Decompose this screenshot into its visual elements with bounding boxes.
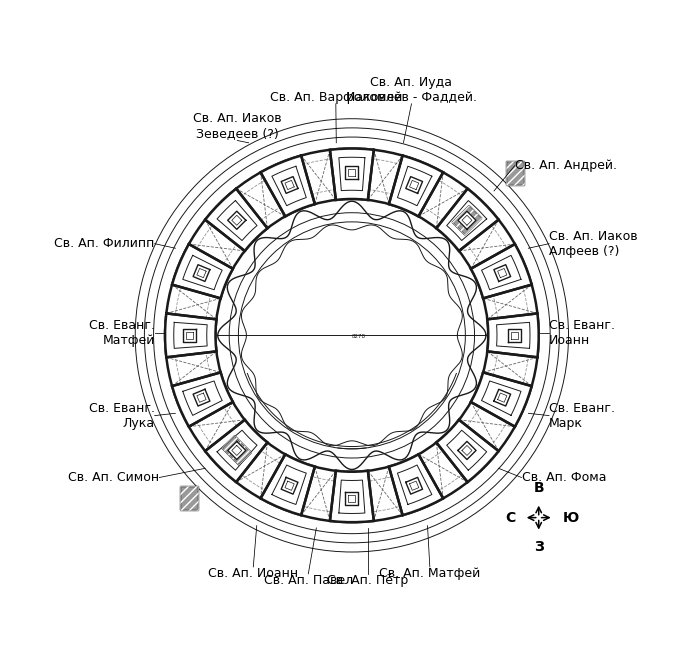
Polygon shape bbox=[471, 244, 532, 298]
Polygon shape bbox=[410, 180, 419, 189]
Polygon shape bbox=[471, 373, 532, 426]
Text: 8278: 8278 bbox=[351, 334, 365, 339]
Text: З: З bbox=[534, 540, 544, 554]
Polygon shape bbox=[498, 269, 507, 278]
Polygon shape bbox=[285, 481, 294, 491]
Polygon shape bbox=[494, 389, 510, 406]
Polygon shape bbox=[183, 329, 195, 342]
Polygon shape bbox=[281, 477, 298, 494]
Text: Св. Ап. Варфоломей: Св. Ап. Варфоломей bbox=[270, 91, 402, 104]
Text: Св. Ап. Матфей: Св. Ап. Матфей bbox=[379, 567, 480, 580]
Polygon shape bbox=[458, 441, 476, 460]
Polygon shape bbox=[197, 269, 206, 278]
Polygon shape bbox=[346, 492, 358, 504]
Text: С: С bbox=[505, 511, 515, 525]
Polygon shape bbox=[330, 471, 374, 522]
Polygon shape bbox=[462, 445, 472, 455]
Text: Св. Ап. Иуда
Иаковлев - Фаддей.: Св. Ап. Иуда Иаковлев - Фаддей. bbox=[346, 76, 477, 104]
Polygon shape bbox=[281, 177, 298, 193]
Text: Св. Ап. Симон: Св. Ап. Симон bbox=[68, 471, 160, 484]
Polygon shape bbox=[186, 332, 192, 339]
Polygon shape bbox=[458, 211, 476, 229]
Polygon shape bbox=[346, 166, 358, 179]
Polygon shape bbox=[205, 420, 267, 482]
Text: Св. Ап. Иаков
Алфеев (?): Св. Ап. Иаков Алфеев (?) bbox=[549, 230, 638, 257]
Polygon shape bbox=[172, 244, 233, 298]
Polygon shape bbox=[193, 389, 210, 406]
Polygon shape bbox=[285, 180, 294, 189]
Polygon shape bbox=[330, 149, 374, 200]
Polygon shape bbox=[505, 160, 524, 185]
Polygon shape bbox=[165, 313, 216, 358]
Text: Св. Ап. Павел: Св. Ап. Павел bbox=[264, 574, 353, 587]
Text: В: В bbox=[533, 481, 544, 495]
Polygon shape bbox=[494, 265, 510, 282]
Polygon shape bbox=[498, 393, 507, 402]
Polygon shape bbox=[349, 495, 356, 502]
Polygon shape bbox=[410, 481, 419, 491]
Polygon shape bbox=[205, 189, 267, 251]
Polygon shape bbox=[487, 313, 539, 358]
Polygon shape bbox=[508, 329, 521, 342]
Text: Ю: Ю bbox=[562, 511, 579, 525]
Polygon shape bbox=[511, 332, 518, 339]
Polygon shape bbox=[260, 155, 315, 216]
Text: Св. Еванг.
Иоанн: Св. Еванг. Иоанн bbox=[549, 319, 615, 347]
Polygon shape bbox=[180, 486, 198, 510]
Text: Св. Ап. Фома: Св. Ап. Фома bbox=[522, 471, 606, 484]
Text: Св. Еванг.
Матфей: Св. Еванг. Матфей bbox=[89, 319, 155, 347]
Polygon shape bbox=[228, 441, 246, 460]
Polygon shape bbox=[389, 155, 443, 216]
Polygon shape bbox=[349, 169, 356, 176]
Text: Св. Еванг.
Марк: Св. Еванг. Марк bbox=[549, 402, 615, 430]
Polygon shape bbox=[462, 215, 472, 225]
Polygon shape bbox=[232, 445, 242, 455]
Text: Св. Ап. Иоанн: Св. Ап. Иоанн bbox=[208, 567, 298, 580]
Polygon shape bbox=[406, 477, 423, 494]
Polygon shape bbox=[222, 436, 251, 465]
Text: Св. Еванг.
Лука: Св. Еванг. Лука bbox=[89, 402, 155, 430]
Polygon shape bbox=[172, 373, 233, 426]
Polygon shape bbox=[197, 393, 206, 402]
Polygon shape bbox=[228, 211, 246, 229]
Polygon shape bbox=[389, 455, 443, 515]
Text: Св. Ап. Филипп: Св. Ап. Филипп bbox=[55, 237, 155, 250]
Text: Св. Ап. Пётр: Св. Ап. Пётр bbox=[328, 574, 409, 587]
Text: Св. Ап. Иаков
Зеведеев (?): Св. Ап. Иаков Зеведеев (?) bbox=[193, 113, 281, 141]
Polygon shape bbox=[232, 215, 242, 225]
Polygon shape bbox=[436, 189, 498, 251]
Text: Св. Ап. Андрей.: Св. Ап. Андрей. bbox=[514, 159, 617, 172]
Polygon shape bbox=[452, 206, 482, 235]
Polygon shape bbox=[193, 265, 210, 282]
Polygon shape bbox=[260, 455, 315, 515]
Polygon shape bbox=[436, 420, 498, 482]
Polygon shape bbox=[406, 177, 423, 193]
